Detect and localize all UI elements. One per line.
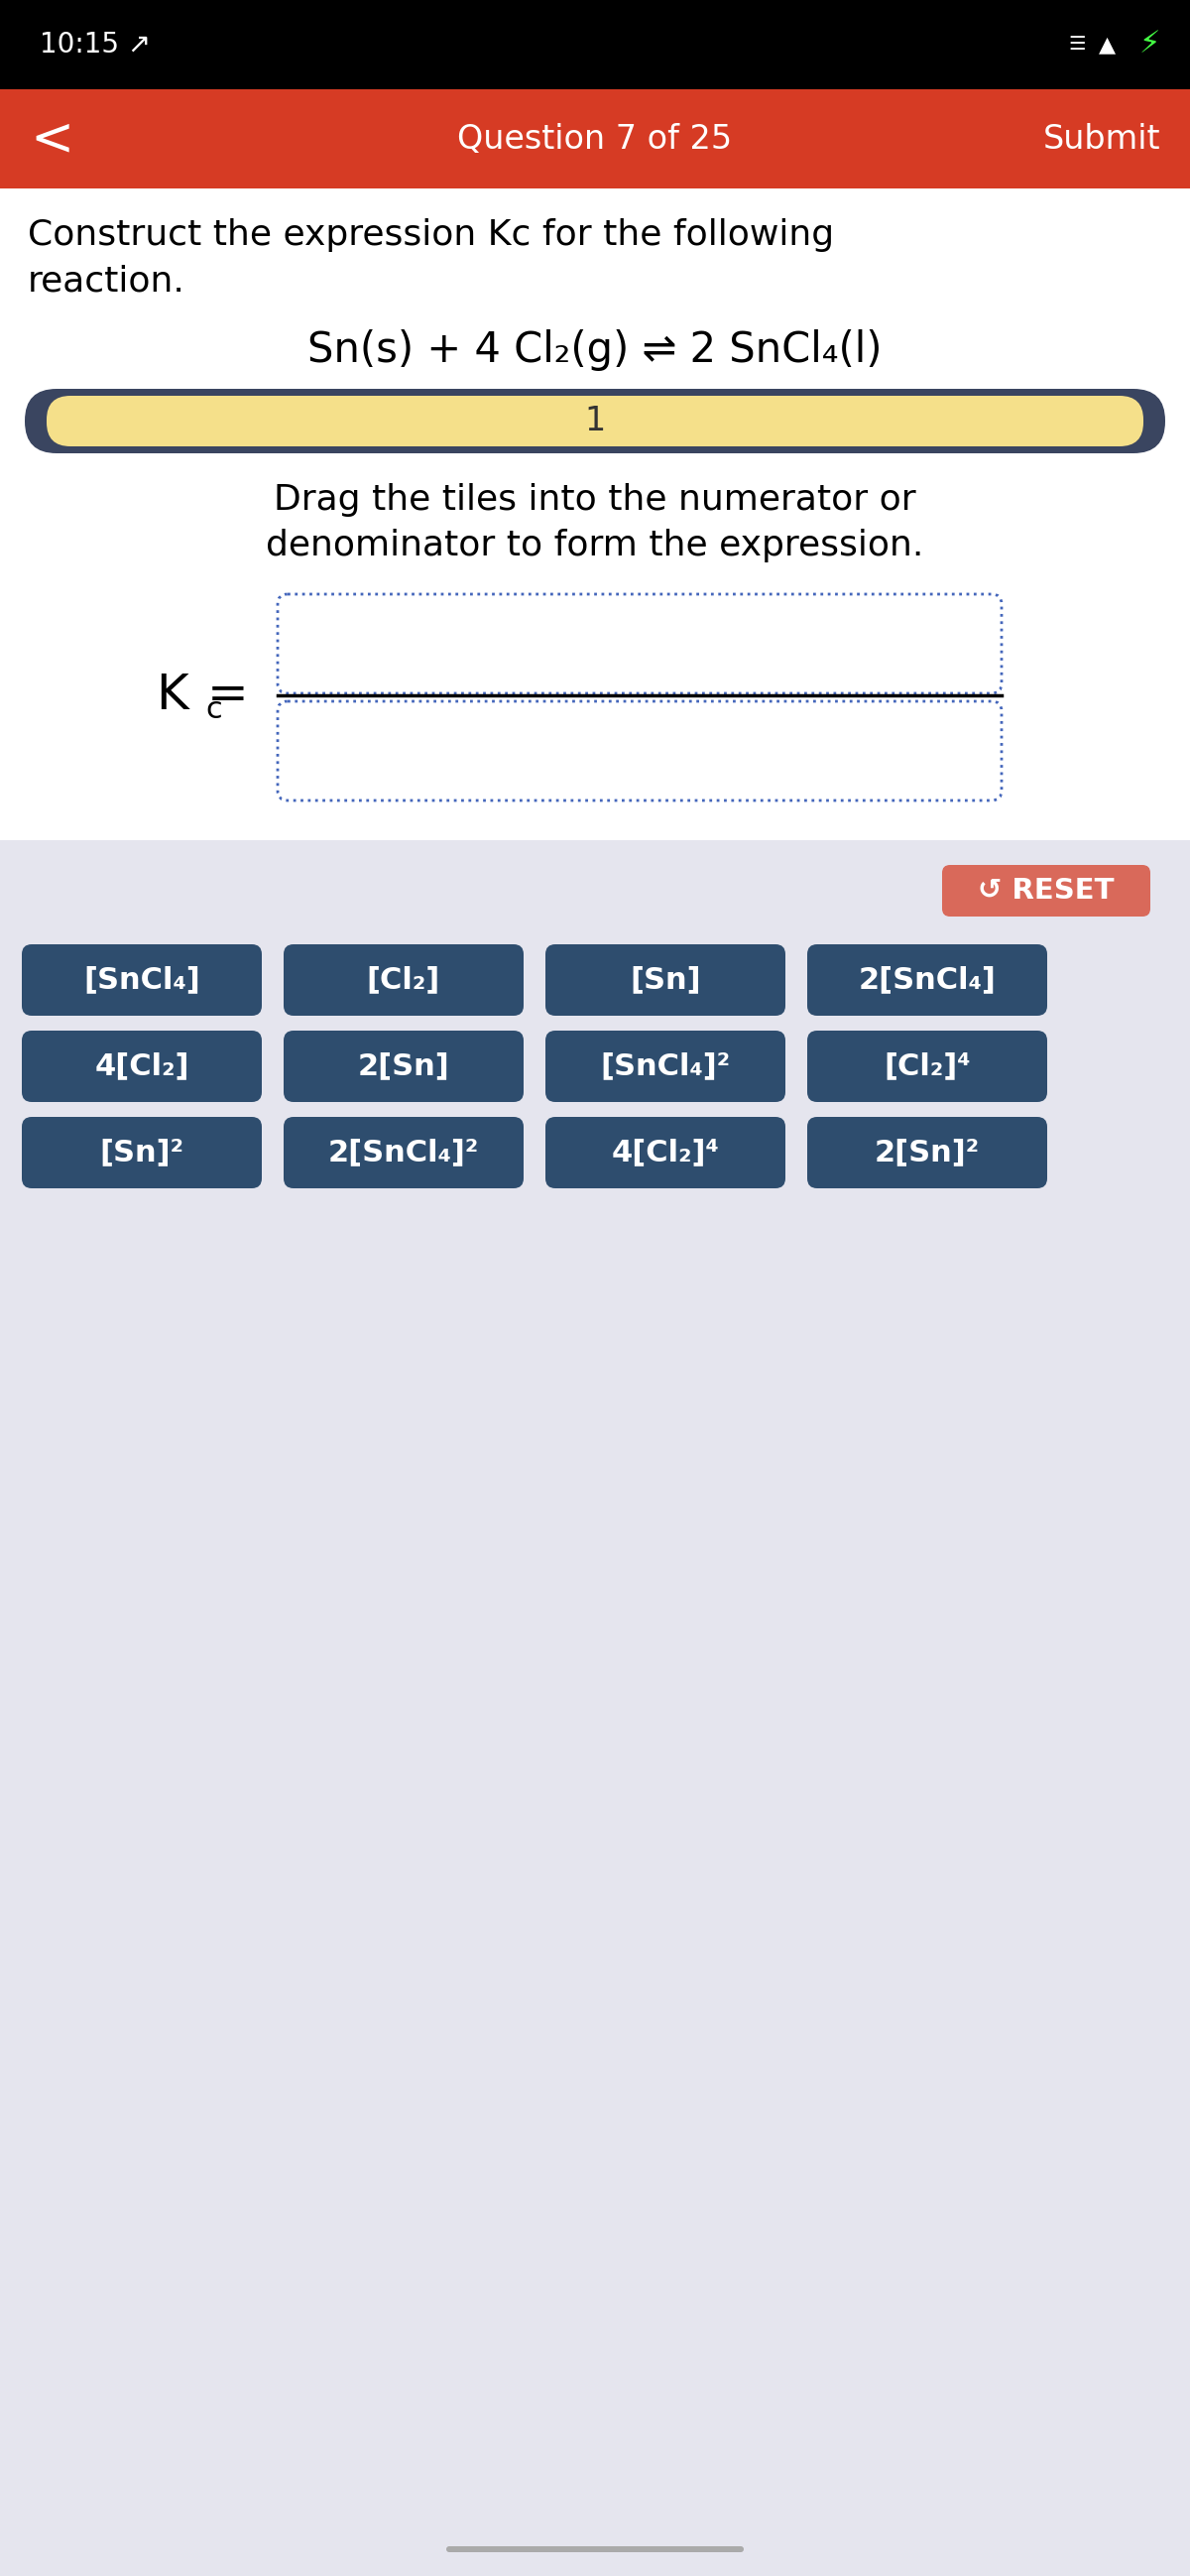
Text: [Sn]²: [Sn]² — [100, 1139, 184, 1167]
Text: 1: 1 — [584, 404, 606, 438]
FancyBboxPatch shape — [807, 1030, 1047, 1103]
FancyBboxPatch shape — [283, 945, 524, 1015]
Text: c: c — [206, 696, 223, 724]
FancyBboxPatch shape — [0, 188, 1190, 2576]
FancyBboxPatch shape — [21, 1118, 262, 1188]
Text: [Cl₂]⁴: [Cl₂]⁴ — [884, 1051, 971, 1082]
FancyBboxPatch shape — [0, 840, 1190, 2576]
FancyBboxPatch shape — [545, 945, 785, 1015]
Text: Drag the tiles into the numerator or: Drag the tiles into the numerator or — [274, 484, 916, 518]
FancyBboxPatch shape — [277, 595, 1002, 693]
Text: 2[SnCl₄]: 2[SnCl₄] — [858, 966, 996, 994]
FancyBboxPatch shape — [283, 1030, 524, 1103]
Text: ☰: ☰ — [1069, 36, 1086, 54]
FancyBboxPatch shape — [283, 1118, 524, 1188]
Text: 2[SnCl₄]²: 2[SnCl₄]² — [328, 1139, 480, 1167]
Text: 2[Sn]²: 2[Sn]² — [875, 1139, 979, 1167]
Text: Sn(s) + 4 Cl₂(g) ⇌ 2 SnCl₄(l): Sn(s) + 4 Cl₂(g) ⇌ 2 SnCl₄(l) — [308, 330, 882, 371]
FancyBboxPatch shape — [545, 1030, 785, 1103]
Text: Construct the expression Kc for the following: Construct the expression Kc for the foll… — [27, 219, 834, 252]
Text: Question 7 of 25: Question 7 of 25 — [458, 124, 732, 155]
FancyBboxPatch shape — [807, 945, 1047, 1015]
FancyBboxPatch shape — [46, 397, 1144, 446]
Text: [Sn]: [Sn] — [630, 966, 701, 994]
Text: K: K — [156, 672, 188, 719]
Text: =: = — [207, 672, 248, 719]
Text: [SnCl₄]: [SnCl₄] — [83, 966, 200, 994]
Text: <: < — [30, 113, 74, 165]
FancyBboxPatch shape — [21, 1030, 262, 1103]
Text: 4[Cl₂]⁴: 4[Cl₂]⁴ — [612, 1139, 719, 1167]
Text: ↺ RESET: ↺ RESET — [978, 876, 1114, 904]
FancyBboxPatch shape — [0, 0, 1190, 90]
Text: denominator to form the expression.: denominator to form the expression. — [267, 528, 923, 562]
Text: ▲: ▲ — [1098, 33, 1116, 54]
Text: ⚡: ⚡ — [1139, 31, 1160, 59]
FancyBboxPatch shape — [942, 866, 1151, 917]
Text: reaction.: reaction. — [27, 263, 186, 299]
Text: 10:15 ↗: 10:15 ↗ — [39, 31, 151, 59]
FancyBboxPatch shape — [25, 389, 1165, 453]
Text: 4[Cl₂]: 4[Cl₂] — [94, 1051, 189, 1082]
FancyBboxPatch shape — [0, 90, 1190, 188]
Text: 2[Sn]: 2[Sn] — [358, 1051, 450, 1082]
FancyBboxPatch shape — [807, 1118, 1047, 1188]
Text: [Cl₂]: [Cl₂] — [367, 966, 440, 994]
FancyBboxPatch shape — [446, 2545, 744, 2553]
FancyBboxPatch shape — [277, 701, 1002, 801]
Text: [SnCl₄]²: [SnCl₄]² — [601, 1051, 731, 1082]
FancyBboxPatch shape — [545, 1118, 785, 1188]
FancyBboxPatch shape — [21, 945, 262, 1015]
Text: Submit: Submit — [1042, 124, 1160, 155]
